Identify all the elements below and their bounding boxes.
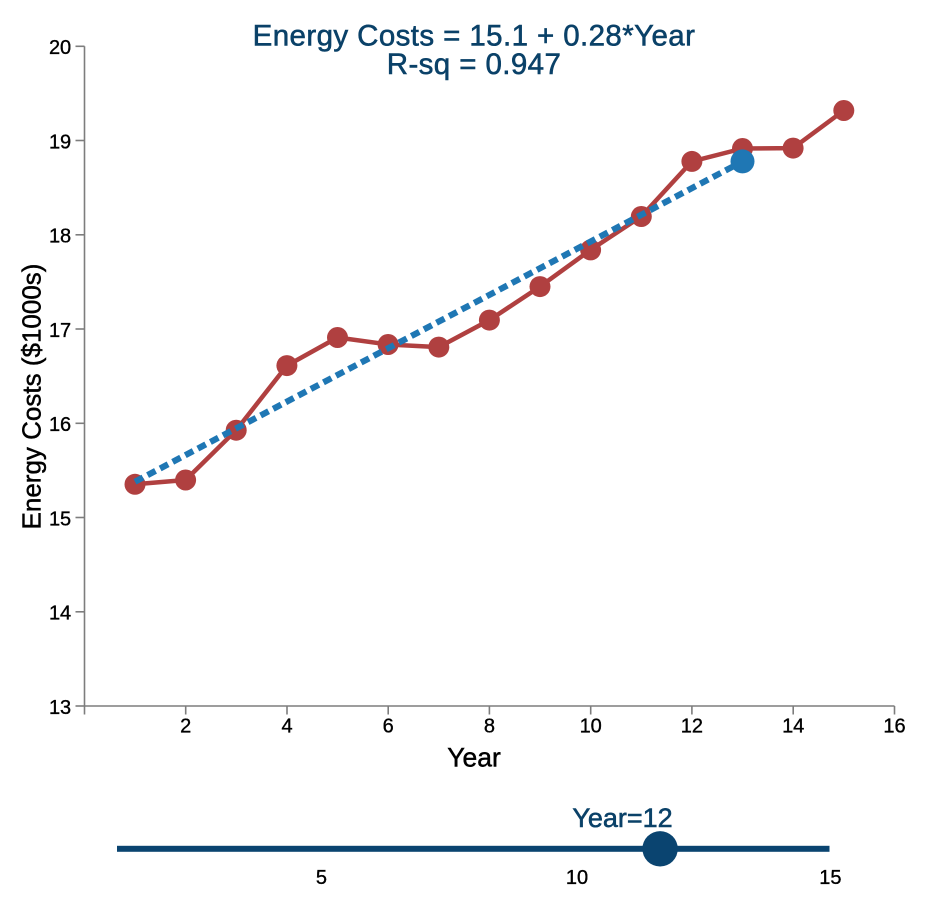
svg-text:10: 10 [566, 867, 588, 889]
svg-text:4: 4 [281, 715, 292, 737]
svg-text:12: 12 [681, 715, 703, 737]
svg-text:R-sq = 0.947: R-sq = 0.947 [387, 48, 562, 81]
svg-text:14: 14 [49, 603, 71, 625]
svg-text:15: 15 [49, 508, 71, 530]
svg-text:20: 20 [49, 37, 71, 59]
svg-text:6: 6 [383, 715, 394, 737]
svg-text:17: 17 [49, 320, 71, 342]
svg-text:18: 18 [49, 226, 71, 248]
svg-text:14: 14 [782, 715, 804, 737]
svg-text:Year=12: Year=12 [572, 803, 672, 833]
svg-text:Energy Costs ($1000s): Energy Costs ($1000s) [17, 264, 47, 530]
svg-text:19: 19 [49, 131, 71, 153]
svg-text:16: 16 [49, 414, 71, 436]
svg-text:13: 13 [49, 697, 71, 719]
svg-text:10: 10 [580, 715, 602, 737]
svg-text:15: 15 [819, 867, 841, 889]
svg-text:Year: Year [447, 742, 501, 772]
svg-text:8: 8 [484, 715, 495, 737]
svg-text:5: 5 [316, 867, 327, 889]
svg-text:Energy Costs = 15.1 + 0.28*Yea: Energy Costs = 15.1 + 0.28*Year [253, 19, 696, 52]
svg-text:2: 2 [180, 715, 191, 737]
svg-text:16: 16 [883, 715, 905, 737]
